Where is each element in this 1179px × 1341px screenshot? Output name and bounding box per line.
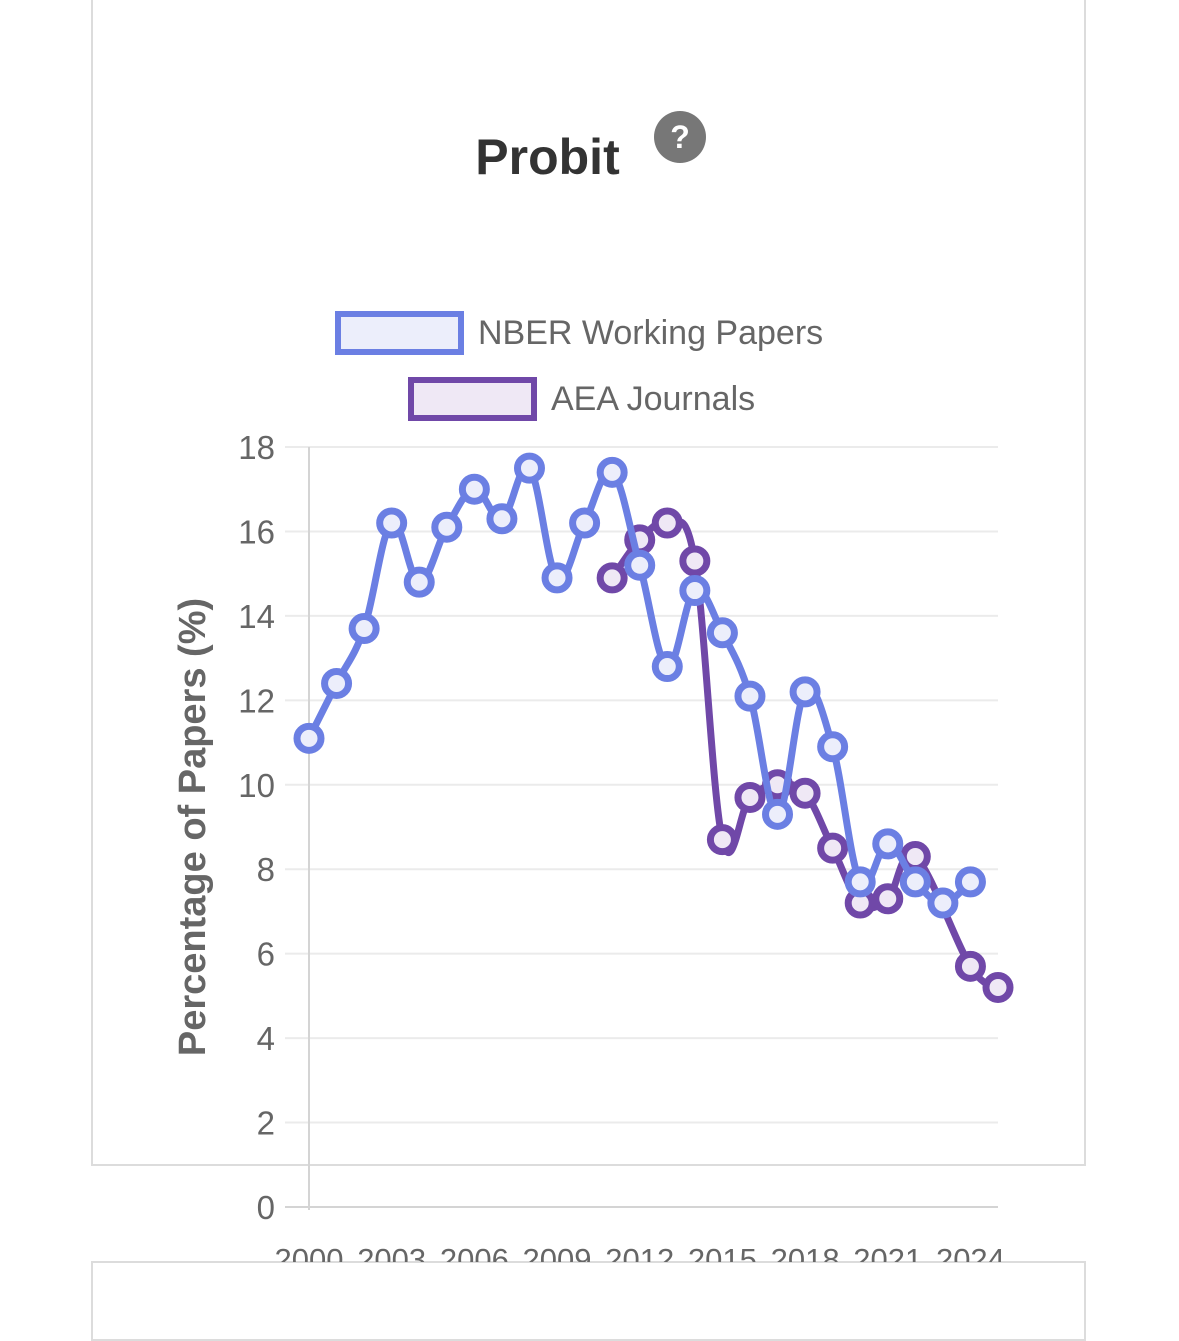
data-point-nber: [321, 667, 353, 699]
data-point-nber: [762, 798, 794, 830]
data-point-nber: [624, 549, 656, 581]
data-point-nber: [844, 866, 876, 898]
data-point-nber: [458, 473, 490, 505]
x-tick-label: 2000: [275, 1242, 344, 1262]
data-point-aea: [789, 777, 821, 809]
x-tick-label: 2015: [688, 1242, 757, 1262]
data-point-nber: [348, 613, 380, 645]
x-tick-label: 2006: [440, 1242, 509, 1262]
x-tick-label: 2003: [357, 1242, 426, 1262]
y-tick-label: 0: [257, 1189, 275, 1226]
legend-label-aea: AEA Journals: [551, 379, 756, 418]
legend-swatch-aea: [408, 377, 537, 421]
data-point-nber: [513, 452, 545, 484]
data-point-aea: [651, 507, 683, 539]
y-tick-label: 14: [238, 598, 275, 635]
x-tick-label: 2021: [853, 1242, 922, 1262]
data-point-nber: [403, 566, 435, 598]
y-tick-label: 10: [238, 767, 275, 804]
data-point-nber: [817, 731, 849, 763]
data-point-aea: [706, 824, 738, 856]
data-point-nber: [431, 511, 463, 543]
y-tick-label: 12: [238, 682, 275, 719]
x-tick-label: 2009: [523, 1242, 592, 1262]
line-chart: 0 2 4 6 8 10 12 14 16 18 2000 2003 2006 2009 2012 2015 2…: [172, 429, 1014, 1262]
legend-swatch-nber: [335, 311, 464, 355]
y-tick-label: 18: [238, 429, 275, 466]
data-point-aea: [734, 781, 766, 813]
next-card: [91, 1261, 1086, 1341]
x-tick-label: 2018: [771, 1242, 840, 1262]
data-point-aea: [872, 883, 904, 915]
data-point-nber: [596, 456, 628, 488]
data-point-nber: [376, 507, 408, 539]
data-point-nber: [293, 722, 325, 754]
data-point-nber: [789, 676, 821, 708]
y-tick-label: 8: [257, 851, 275, 888]
x-tick-label: 2024: [936, 1242, 1005, 1262]
question-icon[interactable]: ?: [654, 111, 706, 163]
data-point-nber: [541, 562, 573, 594]
legend-label-nber: NBER Working Papers: [478, 313, 824, 352]
data-point-nber: [899, 866, 931, 898]
chart-card: [91, 0, 1086, 1166]
data-point-nber: [872, 828, 904, 860]
data-point-aea: [982, 971, 1014, 1003]
y-tick-label: 4: [257, 1020, 275, 1057]
legend-item-nber[interactable]: NBER Working Papers: [335, 311, 823, 355]
data-point-nber: [927, 887, 959, 919]
y-tick-label: 16: [238, 513, 275, 550]
x-tick-label: 2012: [605, 1242, 674, 1262]
chart-title: Probit: [475, 129, 620, 185]
data-point-nber: [734, 680, 766, 712]
data-point-nber: [954, 866, 986, 898]
data-point-nber: [486, 503, 518, 535]
data-point-aea: [817, 832, 849, 864]
y-tick-label: 6: [257, 936, 275, 973]
data-point-aea: [679, 545, 711, 577]
data-point-nber: [706, 617, 738, 649]
data-point-nber: [651, 651, 683, 683]
data-point-nber: [679, 575, 711, 607]
data-point-nber: [569, 507, 601, 539]
data-point-aea: [596, 562, 628, 594]
data-point-aea: [954, 950, 986, 982]
y-tick-label: 2: [257, 1105, 275, 1142]
legend-item-aea[interactable]: AEA Journals: [408, 377, 755, 421]
y-axis-title: Percentage of Papers (%): [172, 598, 214, 1056]
